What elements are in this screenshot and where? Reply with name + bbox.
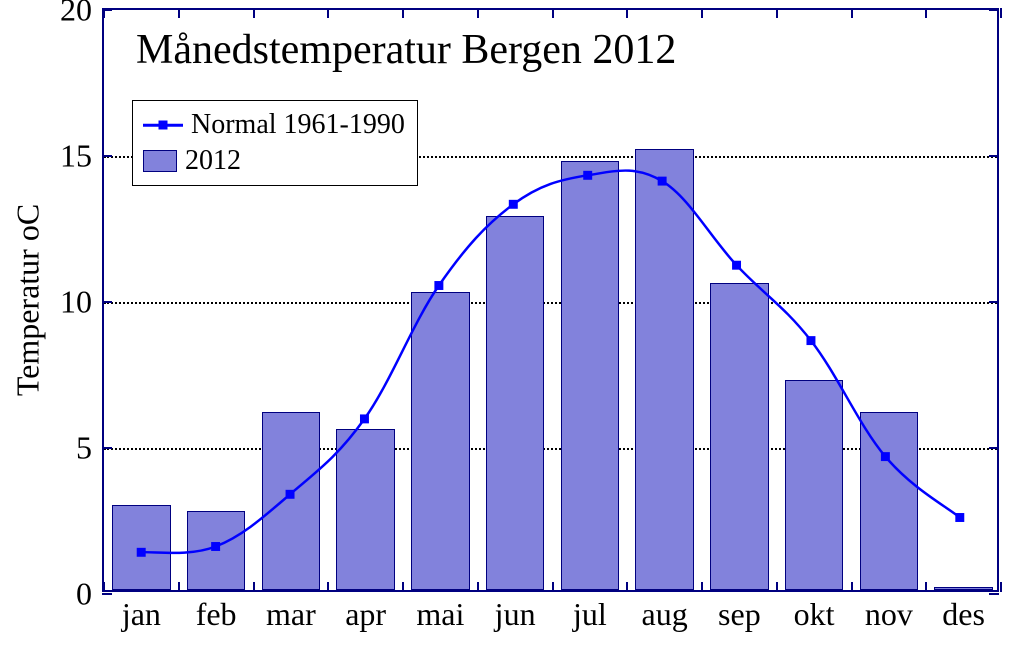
chart-title: Månedstemperatur Bergen 2012	[136, 26, 676, 74]
line-marker	[509, 200, 518, 209]
line-marker	[658, 177, 667, 186]
xtick-label: feb	[196, 596, 237, 633]
line-marker	[806, 336, 815, 345]
legend-label: 2012	[185, 145, 241, 177]
legend-row: Normal 1961-1990	[143, 107, 405, 143]
plot-area: 05101520janfebmaraprmaijunjulaugsepoktno…	[102, 8, 999, 592]
yaxis-label: Temperatur oC	[10, 204, 47, 396]
xtick-label: sep	[718, 596, 761, 633]
legend-swatch-line	[143, 114, 183, 136]
xtick-label: jun	[495, 596, 536, 633]
ytick-label: 20	[60, 0, 92, 29]
line-marker	[137, 548, 146, 557]
xtick-label: apr	[345, 596, 386, 633]
ytick-mark	[102, 593, 112, 595]
xtick-mark	[1000, 8, 1002, 18]
line-marker	[211, 542, 220, 551]
xtick-label: mar	[266, 596, 316, 633]
temperature-chart: Temperatur oC05101520janfebmaraprmaijunj…	[0, 0, 1023, 645]
line-marker	[955, 513, 964, 522]
line-series	[104, 10, 997, 590]
legend-label: Normal 1961-1990	[191, 109, 405, 141]
ytick-label: 10	[60, 284, 92, 321]
line-marker	[583, 171, 592, 180]
xtick-label: okt	[794, 596, 835, 633]
ytick-mark	[989, 593, 999, 595]
legend: Normal 1961-1990 2012	[132, 100, 418, 186]
normal-line	[141, 171, 960, 553]
xtick-label: jul	[573, 596, 607, 633]
xtick-label: jan	[122, 596, 161, 633]
line-marker	[434, 281, 443, 290]
legend-marker-icon	[159, 121, 168, 130]
line-marker	[881, 452, 890, 461]
legend-row: 2012	[143, 143, 405, 179]
ytick-label: 15	[60, 138, 92, 175]
legend-swatch-bar	[143, 150, 177, 172]
xtick-label: mai	[416, 596, 464, 633]
line-marker	[360, 414, 369, 423]
ytick-label: 0	[76, 576, 92, 613]
line-marker	[732, 261, 741, 270]
xtick-mark	[1000, 582, 1002, 592]
xtick-label: des	[942, 596, 985, 633]
ytick-label: 5	[76, 430, 92, 467]
xtick-label: aug	[642, 596, 688, 633]
xtick-label: nov	[865, 596, 913, 633]
line-marker	[286, 490, 295, 499]
